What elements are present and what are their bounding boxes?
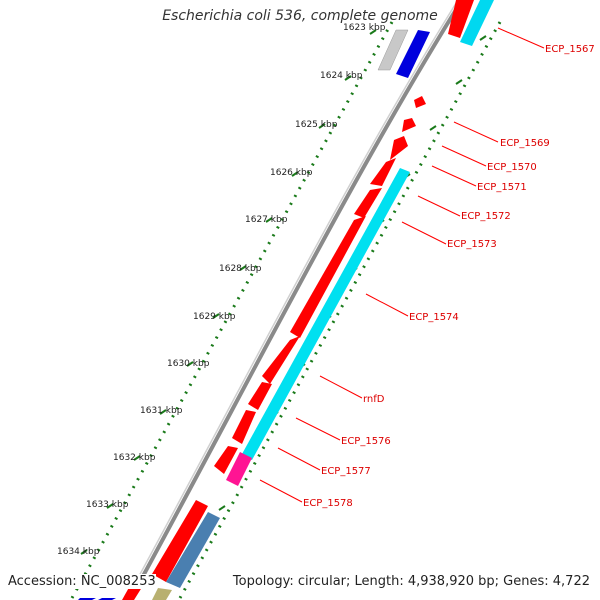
gene-ecp1571[interactable] bbox=[390, 136, 408, 160]
leader-ecp1574 bbox=[365, 293, 409, 317]
map-title-overlay: Escherichia coli 536, complete genome bbox=[162, 8, 438, 24]
gene-label-ecp1574[interactable]: ECP_1574 bbox=[409, 312, 459, 323]
gene-cyan-long[interactable] bbox=[242, 168, 410, 460]
accession-text: Accession: NC_008253 bbox=[8, 574, 156, 589]
leader-ecp1569 bbox=[453, 121, 499, 143]
gene-rnfd[interactable] bbox=[262, 336, 300, 384]
ruler-label-1632: 1632 kbp bbox=[113, 453, 156, 463]
track-dotted-line bbox=[178, 21, 502, 599]
ruler-label-1624: 1624 kbp bbox=[320, 71, 363, 81]
gene-ecp1578-red[interactable] bbox=[214, 446, 238, 474]
leader-rnfd bbox=[319, 375, 363, 399]
leader-ecp1572 bbox=[417, 195, 461, 217]
gene-label-rnfd[interactable]: rnfD bbox=[363, 394, 385, 405]
ruler-label-1633: 1633 kbp bbox=[86, 500, 129, 510]
genome-backbone bbox=[128, 0, 464, 600]
ruler-dotted-line bbox=[70, 21, 394, 599]
ruler-label-1634: 1634 kbp bbox=[57, 547, 100, 557]
leader-ecp1570 bbox=[441, 145, 487, 167]
gene-label-ecp1576[interactable]: ECP_1576 bbox=[341, 436, 391, 447]
ruler-ticks bbox=[80, 29, 377, 555]
gene-ecp1574[interactable] bbox=[290, 216, 366, 338]
gene-ecp1577-red[interactable] bbox=[232, 410, 256, 444]
gene-ecp1569[interactable] bbox=[414, 96, 426, 108]
gene-magenta[interactable] bbox=[226, 452, 252, 486]
leader-ecp1577 bbox=[277, 447, 321, 471]
gene-label-ecp1570[interactable]: ECP_1570 bbox=[487, 162, 537, 173]
gene-label-ecp1567[interactable]: ECP_1567 bbox=[545, 44, 595, 55]
ruler-label-1629: 1629 kbp bbox=[193, 312, 236, 322]
gene-ecp1570[interactable] bbox=[402, 118, 416, 132]
genome-backbone-highlight bbox=[125, 0, 459, 600]
gene-ecp1573[interactable] bbox=[354, 188, 382, 218]
leader-ecp1567 bbox=[497, 27, 545, 49]
leader-ecp1576 bbox=[295, 417, 341, 441]
leader-ecp1573 bbox=[401, 221, 447, 245]
ruler-label-1631: 1631 kbp bbox=[140, 406, 183, 416]
gene-label-ecp1572[interactable]: ECP_1572 bbox=[461, 211, 511, 222]
ruler-label-1623: 1623 kbp bbox=[343, 23, 386, 33]
gene-label-ecp1571[interactable]: ECP_1571 bbox=[477, 182, 527, 193]
ruler-label-1627: 1627 kbp bbox=[245, 215, 288, 225]
gene-ecp1576[interactable] bbox=[248, 382, 272, 410]
leader-ecp1571 bbox=[431, 165, 477, 187]
gene-red-bottom[interactable] bbox=[152, 500, 208, 582]
gene-grey[interactable] bbox=[377, 29, 409, 71]
ruler-label-1625: 1625 kbp bbox=[295, 120, 338, 130]
gene-red-top[interactable] bbox=[448, 0, 474, 38]
ruler-label-1628: 1628 kbp bbox=[219, 264, 262, 274]
leader-ecp1578 bbox=[259, 479, 303, 503]
summary-text: Topology: circular; Length: 4,938,920 bp… bbox=[232, 574, 590, 589]
ruler-label-1626: 1626 kbp bbox=[270, 168, 313, 178]
gene-steel-blue[interactable] bbox=[166, 512, 220, 588]
gene-blue-top[interactable] bbox=[396, 30, 430, 78]
gene-olive[interactable] bbox=[152, 588, 172, 600]
gene-ecp1572[interactable] bbox=[370, 158, 396, 186]
gene-label-ecp1577[interactable]: ECP_1577 bbox=[321, 466, 371, 477]
gene-cyan-top[interactable] bbox=[460, 0, 494, 46]
gene-label-ecp1573[interactable]: ECP_1573 bbox=[447, 239, 497, 250]
gene-label-ecp1569[interactable]: ECP_1569 bbox=[500, 138, 550, 149]
ruler-label-1630: 1630 kbp bbox=[167, 359, 210, 369]
gene-label-ecp1578[interactable]: ECP_1578 bbox=[303, 498, 353, 509]
